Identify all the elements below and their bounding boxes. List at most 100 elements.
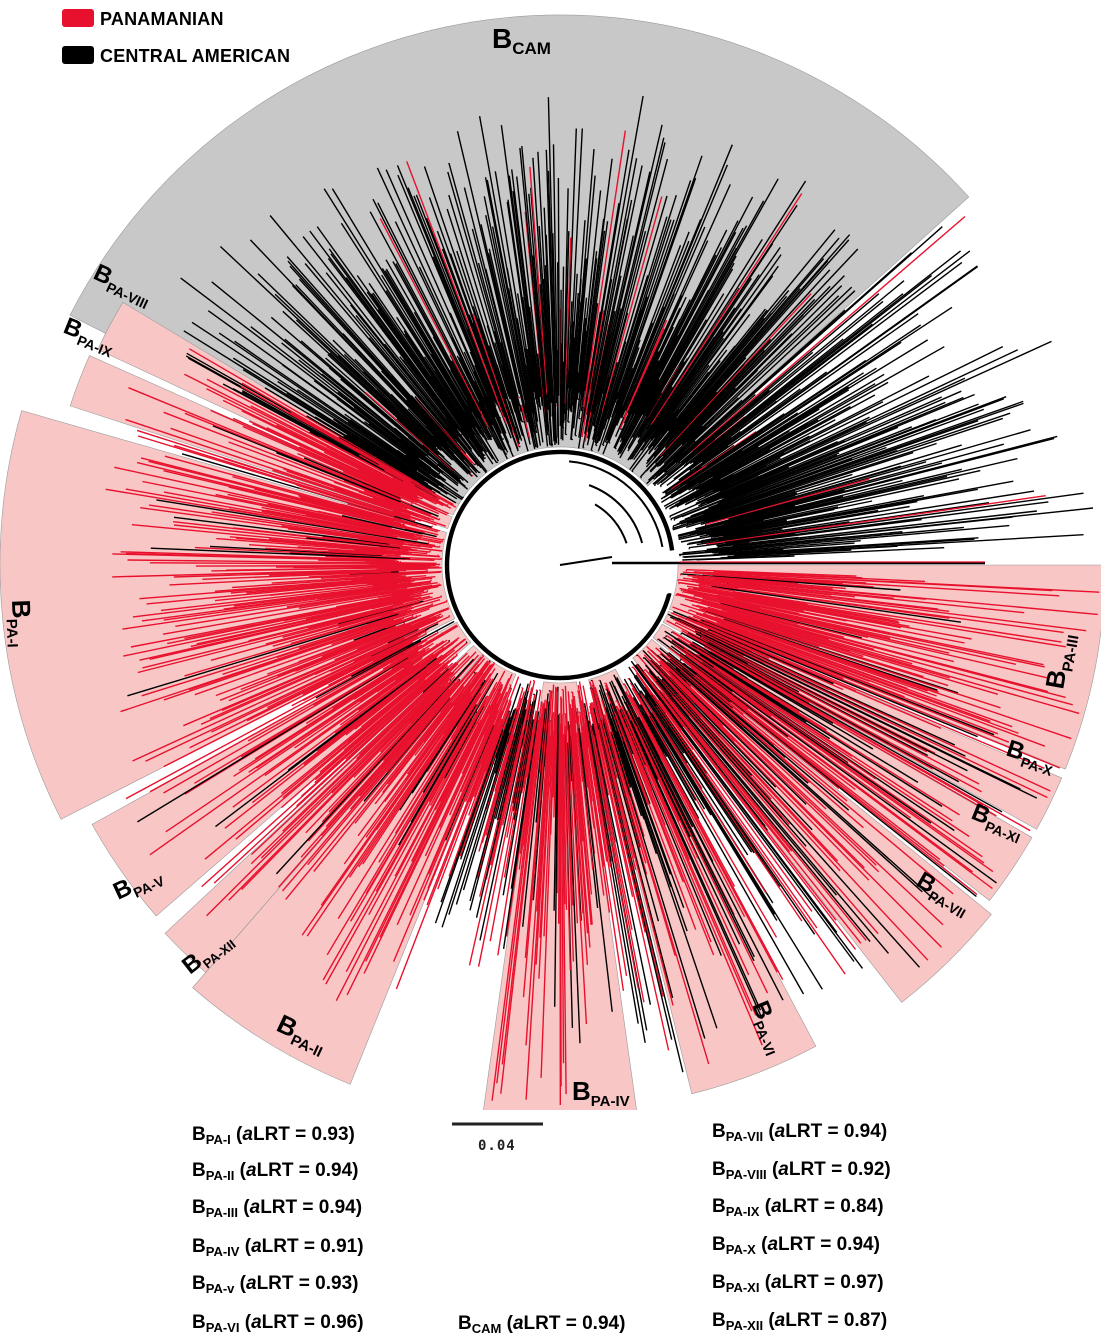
branch (606, 688, 651, 805)
branch (696, 648, 800, 713)
branch (406, 399, 471, 468)
branch-group-pa2 (125, 620, 520, 1002)
branch-arc (619, 428, 623, 430)
branch (275, 424, 437, 505)
branch (687, 587, 902, 629)
branch (285, 698, 452, 900)
branch (710, 630, 844, 691)
branch (167, 595, 403, 645)
branch (594, 687, 647, 864)
branch (354, 549, 439, 557)
branch (683, 662, 977, 898)
branch-arc (680, 632, 683, 635)
branch (637, 361, 685, 439)
branch (564, 237, 572, 404)
branch-arc (518, 445, 521, 448)
stat-line-right: BPA-VII (aLRT = 0.94) (712, 1121, 887, 1144)
branch (297, 389, 463, 500)
branch-arc (492, 661, 495, 664)
branch (321, 607, 449, 658)
legend-swatch-panamanian (62, 9, 94, 27)
branch (215, 623, 405, 697)
branch (335, 591, 416, 608)
branch (391, 642, 434, 670)
branch (328, 248, 475, 448)
branch (331, 188, 482, 435)
branch (630, 660, 855, 962)
branch (629, 243, 774, 460)
branch-arc (521, 687, 524, 689)
branch (372, 198, 483, 412)
branch (658, 333, 793, 467)
stat-value: LRT = 0.94) (256, 1160, 359, 1181)
branch (658, 671, 929, 961)
branch (631, 326, 674, 415)
branch (362, 685, 481, 865)
branch (332, 654, 418, 710)
branch (661, 678, 921, 968)
branch (451, 703, 474, 738)
branch (250, 405, 425, 496)
branch (365, 683, 503, 962)
branch (592, 714, 670, 1051)
branch (307, 655, 485, 866)
branch (706, 506, 839, 536)
branch (384, 270, 500, 462)
branch (691, 451, 914, 524)
branch (692, 261, 963, 466)
branch (680, 495, 925, 543)
branch (206, 378, 448, 507)
branch (712, 574, 874, 588)
branch (606, 692, 649, 805)
branch (286, 587, 407, 608)
branch (623, 378, 660, 445)
branch (734, 592, 1066, 648)
branch (170, 427, 431, 521)
branch (572, 297, 588, 429)
branch (418, 266, 486, 406)
branch (353, 678, 451, 778)
branch (532, 701, 550, 901)
branch (553, 706, 558, 818)
stat-clade-sub: PA-X (725, 1242, 756, 1257)
branch (219, 245, 438, 451)
branch (611, 177, 697, 418)
stat-italic: a (242, 1124, 253, 1145)
branch (700, 669, 993, 890)
branch (697, 578, 1025, 614)
stat-clade-main: B (192, 1312, 206, 1333)
branch (658, 699, 683, 731)
branch (379, 218, 490, 428)
stat-clade-main: B (192, 1160, 206, 1181)
branch (282, 680, 440, 832)
branch (349, 419, 419, 468)
branch (647, 650, 692, 694)
branch (539, 684, 555, 938)
branch (384, 469, 440, 501)
branch (722, 500, 918, 537)
branch (732, 510, 1037, 547)
branch (679, 656, 749, 711)
legend-label-central-american: CENTRAL AMERICAN (100, 46, 291, 66)
branch (628, 666, 755, 854)
branch (242, 425, 418, 504)
branch (394, 653, 434, 681)
branch (568, 273, 578, 409)
branch (246, 633, 422, 722)
branch (686, 633, 934, 770)
branch (584, 158, 638, 435)
branch (704, 396, 942, 502)
branch (227, 493, 444, 541)
branch (331, 655, 470, 794)
branch (485, 268, 519, 398)
branch (206, 388, 434, 503)
branch (616, 676, 694, 828)
branch (298, 278, 465, 461)
branch (385, 169, 496, 418)
branch (329, 352, 452, 466)
stat-clade-main: B (712, 1272, 726, 1293)
branch (410, 716, 473, 823)
branch (379, 546, 431, 553)
branch (561, 361, 565, 428)
branch (184, 412, 412, 506)
